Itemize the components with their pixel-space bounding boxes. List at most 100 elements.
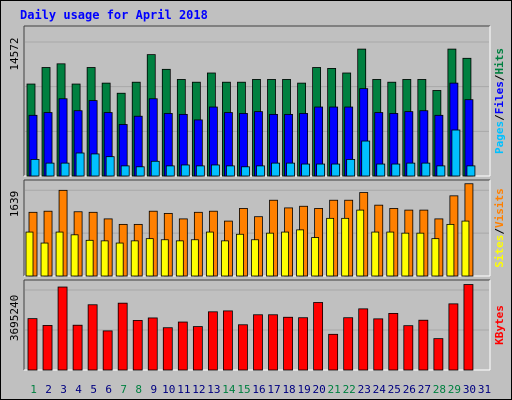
sites-bar-day-12	[190, 239, 199, 277]
pages-bar-day-28	[436, 165, 446, 177]
sites-bar-day-28	[431, 238, 440, 277]
pages-bar-day-22	[346, 159, 356, 177]
x-tick-label-day-29: 29	[448, 383, 461, 396]
sites-bar-day-11	[175, 240, 184, 277]
sites-bar-day-4	[70, 234, 79, 277]
kbytes-bar-day-8	[132, 320, 143, 371]
kbytes-bar-day-21	[328, 333, 339, 371]
pages-bar-day-7	[120, 165, 130, 177]
sites-bar-day-2	[40, 242, 49, 277]
x-tick-label-day-30: 30	[463, 383, 476, 396]
hits-panel-y-tick-label: 14572	[8, 37, 21, 70]
pages-bar-day-14	[226, 165, 235, 177]
x-tick-label-day-26: 26	[403, 383, 416, 396]
visits-panel-y-tick-label: 1639	[8, 191, 21, 218]
sites-bar-day-9	[145, 238, 154, 277]
x-tick-label-day-27: 27	[418, 383, 431, 396]
x-tick-label-day-18: 18	[282, 383, 295, 396]
kbytes-bar-day-17	[268, 314, 278, 371]
kbytes-bar-day-23	[358, 308, 369, 371]
kbytes-panel-y-tick-label: 3695240	[8, 295, 21, 341]
kbytes-bar-day-11	[177, 321, 188, 371]
sites-bar-day-17	[266, 232, 274, 277]
pages-bar-day-13	[210, 164, 220, 177]
kbytes-panel-legend: KBytes	[493, 305, 506, 345]
files-bar-day-30	[464, 99, 474, 177]
chart-title: Daily usage for April 2018	[20, 8, 208, 22]
pages-bar-day-30	[466, 165, 476, 177]
sites-bar-day-8	[130, 240, 139, 277]
x-tick-label-day-11: 11	[177, 383, 190, 396]
kbytes-bar-day-15	[238, 324, 248, 371]
legend-item-pages: Pages	[493, 121, 506, 154]
x-tick-label-day-2: 2	[45, 383, 52, 396]
sites-bar-day-14	[221, 240, 229, 277]
pages-bar-day-25	[391, 163, 401, 177]
kbytes-bar-day-27	[418, 319, 429, 371]
pages-bar-day-16	[256, 165, 265, 177]
x-tick-label-day-13: 13	[207, 383, 220, 396]
sites-bar-day-5	[85, 239, 94, 277]
kbytes-bar-day-19	[298, 317, 308, 371]
kbytes-bar-day-1	[27, 318, 38, 371]
kbytes-bar-day-3	[57, 286, 68, 371]
kbytes-bar-day-28	[433, 338, 444, 371]
sites-bar-day-27	[416, 232, 425, 277]
pages-bar-day-19	[301, 163, 310, 177]
kbytes-bar-day-10	[162, 327, 173, 371]
pages-bar-day-3	[60, 162, 70, 177]
kbytes-bar-day-25	[388, 312, 399, 371]
sites-bar-day-18	[281, 231, 289, 277]
kbytes-bar-day-20	[313, 302, 324, 371]
kbytes-bar-day-4	[72, 324, 83, 371]
sites-bar-day-10	[160, 239, 169, 277]
pages-bar-day-15	[241, 166, 250, 177]
sites-bar-day-23	[356, 209, 365, 277]
kbytes-bar-day-30	[463, 284, 474, 371]
sites-bar-day-30	[461, 220, 470, 277]
sites-bar-day-3	[55, 231, 64, 277]
sites-bar-day-20	[311, 237, 320, 277]
x-tick-label-day-9: 9	[150, 383, 157, 396]
kbytes-bar-day-12	[192, 326, 203, 371]
x-tick-label-day-17: 17	[267, 383, 280, 396]
x-tick-label-day-23: 23	[358, 383, 371, 396]
x-tick-label-day-15: 15	[237, 383, 250, 396]
legend-item-hits: Hits	[493, 48, 506, 75]
x-tick-label-day-22: 22	[343, 383, 356, 396]
x-tick-label-day-1: 1	[30, 383, 37, 396]
pages-bar-day-12	[195, 165, 205, 177]
pages-bar-day-17	[271, 162, 280, 177]
pages-bar-day-5	[90, 153, 100, 177]
sites-bar-day-6	[100, 240, 109, 277]
sites-bar-day-29	[446, 223, 455, 277]
sites-bar-day-15	[236, 233, 244, 277]
hits-panel-legend: Pages/Files/Hits	[493, 48, 506, 154]
x-tick-label-day-8: 8	[135, 383, 142, 396]
x-tick-label-day-21: 21	[328, 383, 341, 396]
kbytes-bar-day-7	[117, 302, 128, 371]
sites-bar-day-19	[296, 229, 304, 277]
x-tick-label-day-28: 28	[433, 383, 446, 396]
x-tick-label-day-5: 5	[90, 383, 97, 396]
visits-panel-legend: Sites/Visits	[493, 188, 506, 268]
x-tick-label-day-10: 10	[162, 383, 175, 396]
kbytes-bar-day-22	[343, 317, 354, 371]
kbytes-bar-day-18	[283, 316, 293, 371]
pages-bar-day-21	[331, 163, 341, 177]
kbytes-bar-day-6	[102, 330, 113, 371]
pages-bar-day-26	[406, 162, 416, 177]
legend-separator: /	[493, 74, 506, 81]
x-tick-label-day-6: 6	[105, 383, 112, 396]
x-tick-label-day-7: 7	[120, 383, 127, 396]
kbytes-bar-day-29	[448, 303, 459, 371]
x-tick-label-day-16: 16	[252, 383, 265, 396]
kbytes-bar-day-24	[373, 318, 384, 371]
kbytes-bar-day-14	[223, 310, 233, 371]
pages-bar-day-9	[150, 160, 160, 177]
sites-bar-day-16	[251, 239, 259, 277]
sites-bar-day-21	[326, 217, 335, 277]
x-tick-label-day-20: 20	[313, 383, 326, 396]
